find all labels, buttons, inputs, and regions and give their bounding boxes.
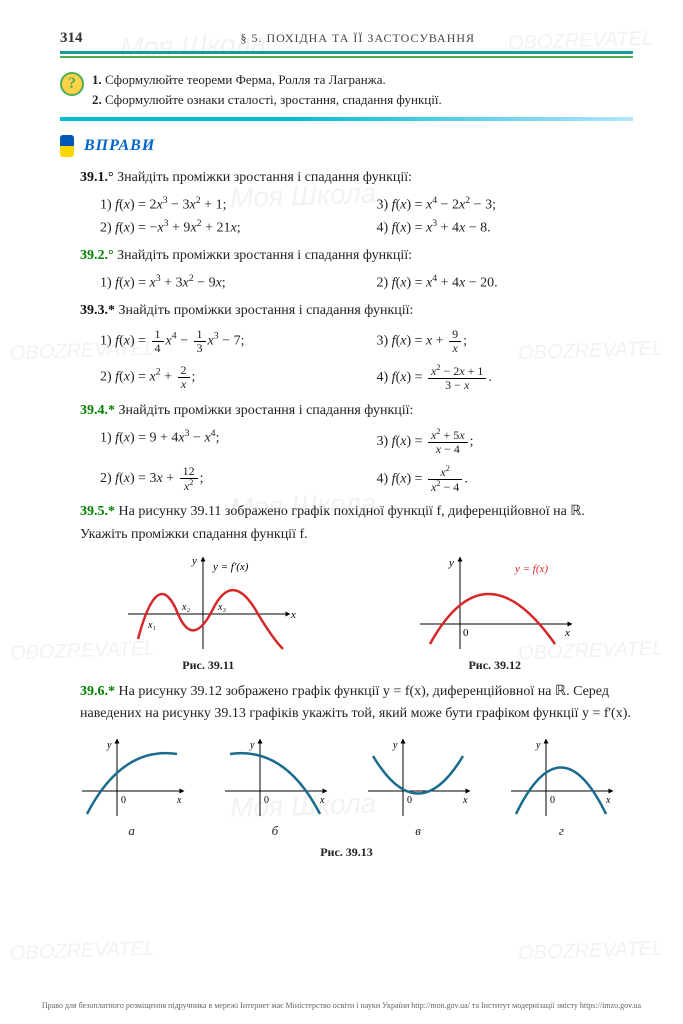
svg-text:y: y [106, 740, 112, 751]
opt-1: 1) f(x) = 9 + 4x3 − x4; [100, 428, 357, 455]
problem-39-4: 39.4.* Знайдіть проміжки зростання і спа… [80, 400, 633, 422]
problem-number: 39.6.* [80, 684, 115, 699]
svg-text:0: 0 [463, 627, 469, 639]
subfig-d: 0 x y г [506, 736, 616, 839]
svg-text:x: x [290, 609, 296, 621]
exercises-title: ВПРАВИ [84, 137, 155, 155]
caption-39-13: Рис. 39.13 [60, 845, 633, 860]
footer-note: Право для безоплатного розміщення підруч… [0, 1001, 683, 1010]
problem-39-5: 39.5.* На рисунку 39.11 зображено графік… [80, 501, 633, 546]
sublabel-c: в [363, 823, 473, 839]
opt-4: 4) f(x) = x3 + 4x − 8. [377, 218, 634, 237]
svg-text:0: 0 [407, 795, 412, 806]
options-39-2: 1) f(x) = x3 + 3x2 − 9x; 2) f(x) = x4 + … [100, 273, 633, 292]
opt-1: 1) f(x) = 14x4 − 13x3 − 7; [100, 328, 357, 354]
watermark: OBOZREVATEL [10, 937, 156, 965]
problem-text: Знайдіть проміжки зростання і спадання ф… [114, 248, 412, 263]
opt-2: 2) f(x) = x4 + 4x − 20. [377, 273, 634, 292]
opt-4: 4) f(x) = x2x2 − 4. [377, 465, 634, 493]
band-divider [60, 117, 633, 121]
subfig-c: 0 x y в [363, 736, 473, 839]
sublabel-b: б [220, 823, 330, 839]
svg-text:y = f'(x): y = f'(x) [212, 561, 249, 573]
opt-4: 4) f(x) = x2 − 2x + 13 − x. [377, 364, 634, 391]
flag-icon [60, 135, 74, 157]
opt-3: 3) f(x) = x2 + 5xx − 4; [377, 428, 634, 455]
problem-text: Знайдіть проміжки зростання і спадання ф… [115, 303, 413, 318]
page-number: 314 [60, 30, 83, 47]
subfig-a: 0 x y а [77, 736, 187, 839]
problem-39-2: 39.2.° Знайдіть проміжки зростання і спа… [80, 245, 633, 267]
question-icon: ? [60, 72, 84, 96]
caption-39-11: Рис. 39.11 [118, 658, 298, 673]
figures-row-1: x y y = f'(x) x₁ x₂ x₃ Рис. 39.11 0 x y … [60, 554, 633, 673]
problem-number: 39.2.° [80, 248, 114, 263]
svg-text:0: 0 [264, 795, 269, 806]
q-line-2: Сформулюйте ознаки сталості, зростання, … [102, 92, 442, 107]
q-num-2: 2. [92, 92, 102, 107]
opt-2: 2) f(x) = −x3 + 9x2 + 21x; [100, 218, 357, 237]
svg-text:x: x [462, 795, 468, 806]
svg-text:0: 0 [121, 795, 126, 806]
opt-1: 1) f(x) = x3 + 3x2 − 9x; [100, 273, 357, 292]
svg-text:y: y [535, 740, 541, 751]
divider-green [60, 56, 633, 58]
opt-2: 2) f(x) = 3x + 12x2; [100, 465, 357, 493]
problem-39-6: 39.6.* На рисунку 39.12 зображено графік… [80, 681, 633, 726]
svg-text:y = f(x): y = f(x) [514, 563, 548, 575]
page-content: 314 § 5. ПОХІДНА ТА ЇЇ ЗАСТОСУВАННЯ ? 1.… [0, 0, 683, 870]
svg-text:y: y [191, 555, 197, 567]
problem-text: На рисунку 39.11 зображено графік похідн… [80, 504, 585, 541]
sublabel-a: а [77, 823, 187, 839]
caption-39-12: Рис. 39.12 [415, 658, 575, 673]
watermark: OBOZREVATEL [517, 937, 663, 965]
problem-number: 39.5.* [80, 504, 115, 519]
q-line-1: Сформулюйте теореми Ферма, Ролля та Лагр… [102, 72, 386, 87]
section-title: § 5. ПОХІДНА ТА ЇЇ ЗАСТОСУВАННЯ [83, 31, 634, 46]
exercises-header: ВПРАВИ [60, 135, 633, 157]
svg-text:x₃: x₃ [217, 602, 226, 613]
q-num-1: 1. [92, 72, 102, 87]
figure-39-12: 0 x y y = f(x) Рис. 39.12 [415, 554, 575, 673]
svg-text:y: y [249, 740, 255, 751]
question-text: 1. Сформулюйте теореми Ферма, Ролля та Л… [92, 70, 442, 109]
svg-text:x: x [564, 627, 570, 639]
problem-text: Знайдіть проміжки зростання і спадання ф… [114, 170, 412, 185]
problem-number: 39.1.° [80, 170, 114, 185]
subfig-b: 0 x y б [220, 736, 330, 839]
svg-text:y: y [392, 740, 398, 751]
options-39-3: 1) f(x) = 14x4 − 13x3 − 7; 3) f(x) = x +… [100, 328, 633, 391]
options-39-4: 1) f(x) = 9 + 4x3 − x4; 3) f(x) = x2 + 5… [100, 428, 633, 493]
opt-3: 3) f(x) = x + 9x; [377, 328, 634, 354]
options-39-1: 1) f(x) = 2x3 − 3x2 + 1; 3) f(x) = x4 − … [100, 195, 633, 236]
opt-1: 1) f(x) = 2x3 − 3x2 + 1; [100, 195, 357, 214]
svg-text:y: y [448, 557, 454, 569]
svg-text:x: x [319, 795, 325, 806]
svg-text:x₂: x₂ [181, 602, 190, 613]
svg-text:x₁: x₁ [147, 620, 156, 631]
divider-teal [60, 51, 633, 54]
problem-text: На рисунку 39.12 зображено графік функці… [80, 684, 631, 721]
svg-text:0: 0 [550, 795, 555, 806]
figures-row-2: 0 x y а 0 x y б 0 x y [60, 736, 633, 839]
problem-number: 39.4.* [80, 403, 115, 418]
problem-text: Знайдіть проміжки зростання і спадання ф… [115, 403, 413, 418]
figure-39-11: x y y = f'(x) x₁ x₂ x₃ Рис. 39.11 [118, 554, 298, 673]
svg-text:x: x [605, 795, 611, 806]
svg-text:x: x [176, 795, 182, 806]
opt-2: 2) f(x) = x2 + 2x; [100, 364, 357, 391]
opt-3: 3) f(x) = x4 − 2x2 − 3; [377, 195, 634, 214]
question-box: ? 1. Сформулюйте теореми Ферма, Ролля та… [60, 70, 633, 109]
problem-39-1: 39.1.° Знайдіть проміжки зростання і спа… [80, 167, 633, 189]
problem-number: 39.3.* [80, 303, 115, 318]
page-header: 314 § 5. ПОХІДНА ТА ЇЇ ЗАСТОСУВАННЯ [60, 30, 633, 47]
sublabel-d: г [506, 823, 616, 839]
problem-39-3: 39.3.* Знайдіть проміжки зростання і спа… [80, 300, 633, 322]
